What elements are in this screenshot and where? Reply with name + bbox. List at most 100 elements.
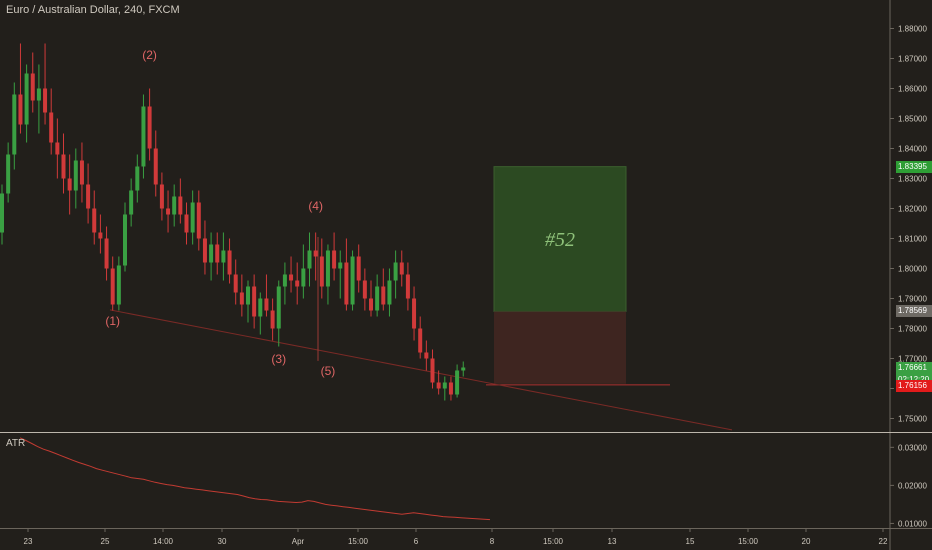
candle-body [153, 148, 158, 185]
candle-body [49, 112, 54, 143]
candle-body [0, 193, 4, 233]
wave-label: (1) [105, 314, 120, 328]
candle-body [86, 184, 91, 209]
candle-body [325, 250, 330, 287]
candle-body [332, 250, 337, 269]
candle-body [252, 286, 257, 317]
candle-body [98, 232, 103, 239]
candle-body [375, 286, 380, 311]
candle-body [412, 298, 417, 329]
time-tick-label: 14:00 [153, 537, 174, 546]
price-tick-label: 1.87000 [898, 55, 927, 64]
candle-body [418, 328, 423, 353]
candle-body [246, 286, 250, 305]
atr-line [19, 437, 491, 521]
candle-body [166, 208, 171, 215]
candle-body [221, 250, 226, 263]
candle-body [110, 268, 115, 305]
target-price-label: 1.83395 [896, 160, 932, 173]
candle-body [43, 88, 48, 113]
trend-line [109, 309, 733, 431]
price-tick-label: 1.88000 [898, 25, 927, 34]
time-tick-label: 15:00 [738, 537, 759, 546]
price-tick-label: 1.83000 [898, 175, 927, 184]
price-tick-label: 1.78000 [898, 325, 927, 334]
candle-body [196, 202, 201, 239]
candle-body [141, 106, 146, 167]
candle-body [276, 286, 281, 329]
candle-body [239, 292, 244, 305]
price-tick-label: 1.77000 [898, 355, 927, 364]
candle-body [350, 256, 355, 305]
candle-body [178, 196, 183, 215]
candle-body [61, 154, 66, 179]
price-tick-label: 1.75000 [898, 415, 927, 424]
candle-body [104, 238, 109, 269]
candle-body [436, 382, 441, 389]
candle-body [209, 244, 214, 263]
candle-body [233, 274, 238, 293]
candle-body [307, 250, 312, 269]
price-tick-label: 1.82000 [898, 205, 927, 214]
candle-body [36, 88, 41, 101]
time-tick-label: 8 [490, 537, 495, 546]
stop-price-label: 1.76156 [896, 379, 932, 392]
candle-body [362, 280, 367, 299]
candle-body [430, 358, 435, 383]
candle-body [129, 190, 134, 215]
candle-body [12, 94, 17, 155]
wave-label: (2) [142, 48, 157, 62]
candle-body [442, 382, 447, 389]
candle-body [6, 154, 11, 194]
wave-label: (5) [321, 364, 336, 378]
candle-body [448, 382, 453, 395]
candle-body [344, 262, 349, 305]
candle-body [381, 286, 386, 305]
atr-panel-label: ATR [6, 438, 26, 449]
candle-body [264, 298, 269, 311]
stop-zone [494, 311, 626, 384]
candle-body [461, 367, 466, 371]
candle-body [319, 256, 324, 287]
entry-price-label: 1.78569 [896, 305, 932, 318]
time-tick-label: 25 [101, 537, 110, 546]
candle-body [387, 280, 392, 305]
price-tick-label: 1.86000 [898, 85, 927, 94]
chart-title: Euro / Australian Dollar, 240, FXCM [6, 4, 180, 16]
price-tick-label: 1.80000 [898, 265, 927, 274]
candle-body [270, 310, 275, 329]
current-price-label: 1.76661 [896, 361, 932, 374]
candle-body [55, 142, 60, 155]
candle-body [215, 244, 220, 263]
atr-tick-label: 0.01000 [898, 519, 927, 528]
candle-body [79, 160, 84, 185]
candle-body [116, 265, 121, 305]
candle-body [393, 262, 398, 281]
candle-body [282, 274, 287, 287]
time-tick-label: 15:00 [543, 537, 564, 546]
candle-body [135, 166, 140, 191]
candle-body [295, 280, 300, 287]
time-tick-label: 15:00 [348, 537, 369, 546]
candle-body [356, 256, 361, 281]
price-tick-label: 1.79000 [898, 295, 927, 304]
candle-body [202, 238, 207, 263]
time-tick-label: 30 [218, 537, 227, 546]
candle-body [147, 106, 152, 149]
candle-body [399, 262, 404, 275]
candle-body [227, 250, 232, 275]
time-tick-label: Apr [292, 537, 305, 546]
time-tick-label: 15 [686, 537, 695, 546]
candle-body [258, 298, 263, 317]
candle-body [369, 298, 373, 311]
candle-body [301, 268, 306, 287]
trade-number-label: #52 [545, 229, 575, 251]
time-tick-label: 20 [802, 537, 811, 546]
candle-body [67, 178, 72, 191]
time-tick-label: 22 [879, 537, 888, 546]
candle-body [313, 250, 318, 257]
time-tick-label: 6 [414, 537, 419, 546]
candle-body [424, 352, 429, 359]
candle-body [338, 262, 343, 269]
